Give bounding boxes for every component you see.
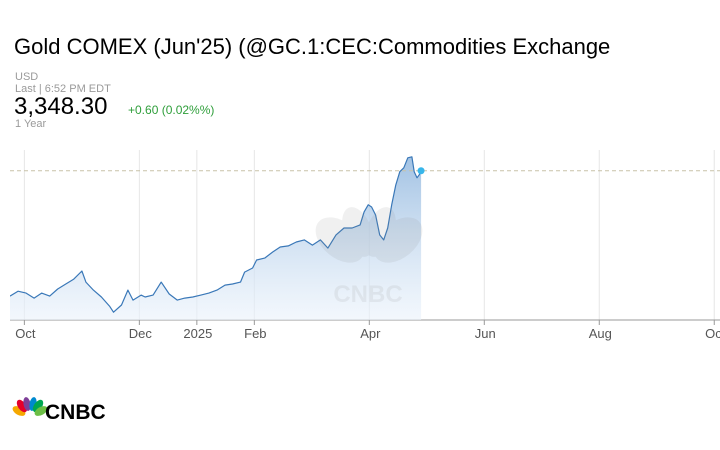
line [10,156,422,313]
x-tick-label: Apr [360,326,381,341]
x-tick-label: Feb [244,326,266,341]
watermark: CNBC [315,207,423,308]
logo-mark [12,397,48,416]
x-tick-label: 2025 [183,326,212,341]
series [10,156,422,320]
plot-area: Oct Dec 2025 Feb Apr Jun Aug Oct [10,150,720,341]
x-tick-label: Oct [705,326,720,341]
x-tick-label: Aug [589,326,612,341]
last-price: 3,348.30 [14,93,107,120]
currency: USD [15,71,38,83]
x-tick-label: Dec [129,326,153,341]
last-updated: Last | 6:52 PM EDT [15,83,111,95]
period: 1 Year [15,118,47,130]
x-tick-label: Jun [475,326,496,341]
chart-title: Gold COMEX (Jun'25) (@GC.1:CEC:Commoditi… [14,34,610,59]
last-value-dot [417,167,425,175]
price-change: +0.60 (0.02%%) [128,103,214,117]
logo-text: CNBC [45,401,106,424]
watermark-text: CNBC [333,281,402,308]
area [10,156,422,320]
x-tick-label: Oct [15,326,36,341]
